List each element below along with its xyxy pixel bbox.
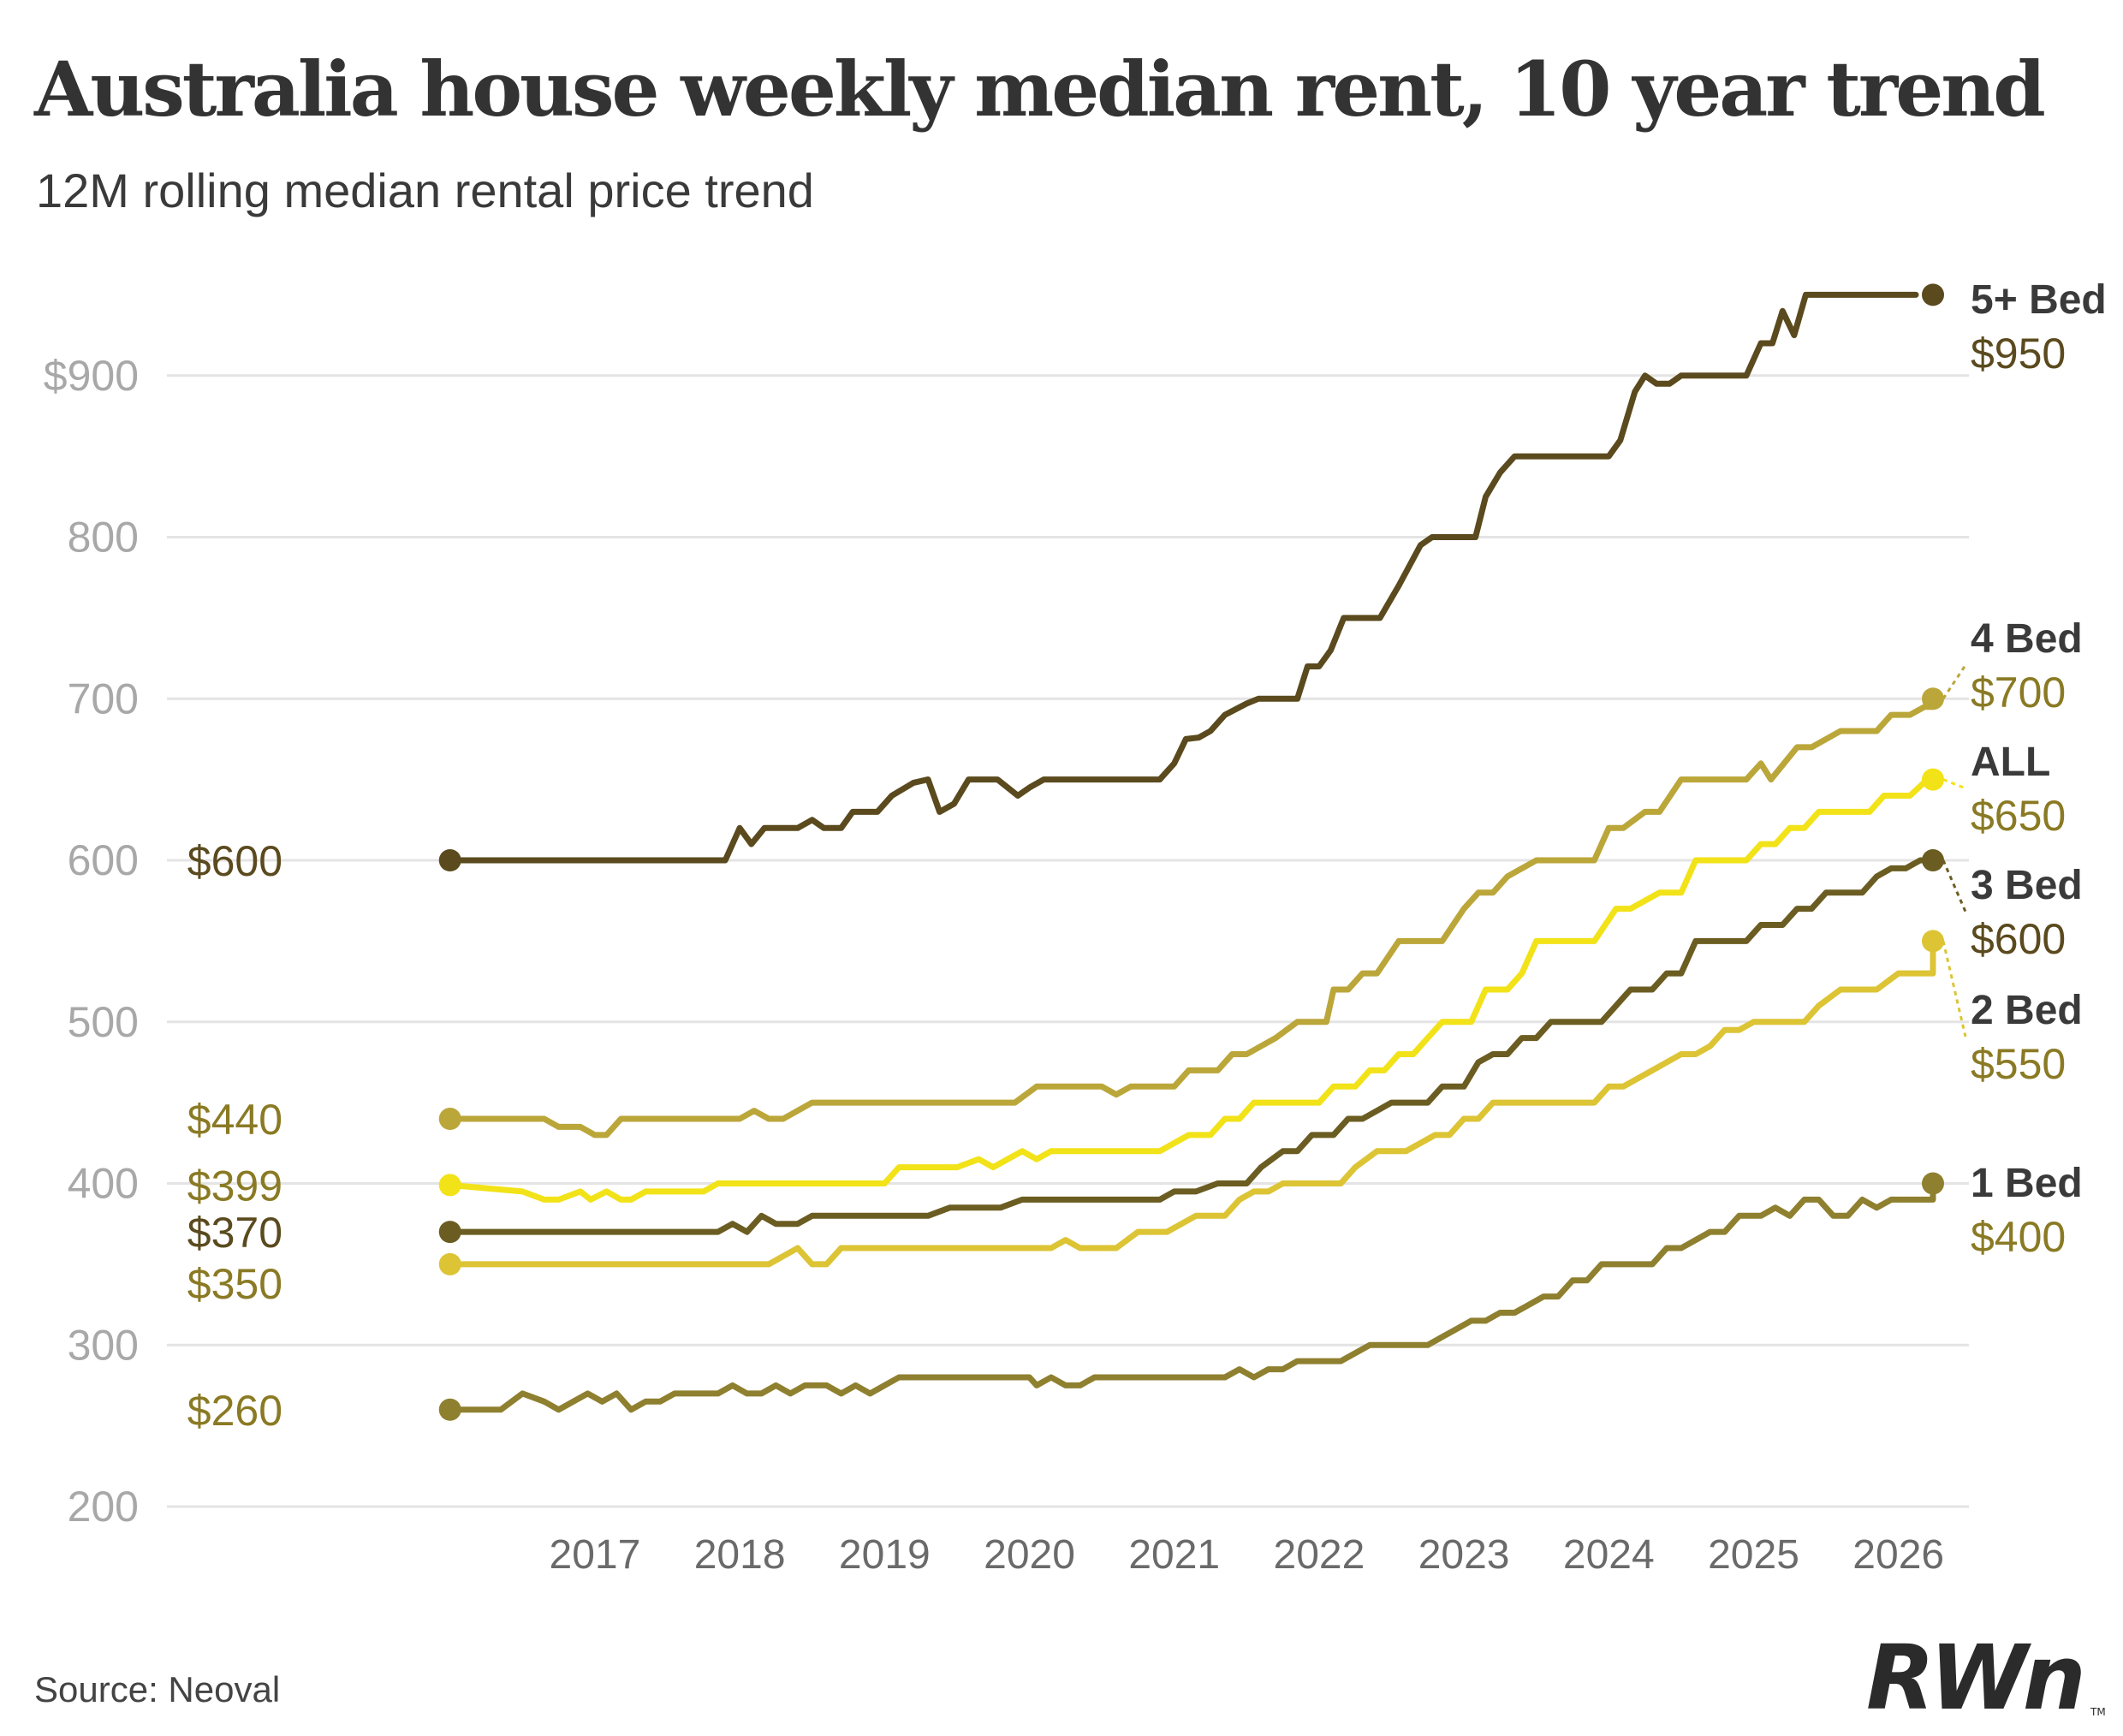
logo-trademark: TM xyxy=(2090,1706,2106,1718)
end-value-label-2-bed: $550 xyxy=(1971,1040,2066,1088)
start-value-label-4-bed: $440 xyxy=(187,1096,282,1144)
start-marker-4-bed xyxy=(438,1108,461,1130)
end-value-label-4-bed: $700 xyxy=(1971,669,2066,716)
x-tick-label: 2024 xyxy=(1563,1532,1655,1578)
series-name-5-bed: 5+ Bed xyxy=(1971,277,2107,323)
x-tick-label: 2025 xyxy=(1708,1532,1799,1578)
series-line-all xyxy=(447,776,1936,1203)
chart-title: Australia house weekly median rent, 10 y… xyxy=(34,45,2046,134)
source-note: Source: Neoval xyxy=(34,1669,281,1709)
start-value-label-all: $399 xyxy=(187,1162,282,1210)
y-tick-label: 600 xyxy=(68,836,139,884)
x-tick-label: 2026 xyxy=(1852,1532,1944,1578)
start-marker-5-bed xyxy=(438,849,461,871)
y-tick-label: 400 xyxy=(68,1160,139,1208)
start-marker-all xyxy=(438,1174,461,1197)
x-tick-label: 2017 xyxy=(550,1532,641,1578)
start-value-label-5-bed: $600 xyxy=(187,837,282,885)
y-axis-ticks: $900 800 700 600 500 400 300 200 xyxy=(44,352,139,1531)
y-tick-label: 200 xyxy=(68,1483,139,1531)
rwn-logo: RWn TM xyxy=(1866,1626,2106,1721)
start-marker-2-bed xyxy=(438,1252,461,1275)
end-marker-all xyxy=(1922,768,1944,791)
y-tick-label: 800 xyxy=(68,514,139,562)
end-value-label-5-bed: $950 xyxy=(1971,330,2066,378)
series-lines xyxy=(438,283,1944,1421)
series-name-2-bed: 2 Bed xyxy=(1971,988,2083,1033)
end-value-label-1-bed: $400 xyxy=(1971,1213,2066,1261)
end-marker-2-bed xyxy=(1922,930,1944,953)
grid-lines xyxy=(167,374,1969,1508)
start-marker-3-bed xyxy=(438,1221,461,1244)
series-line-5-bed xyxy=(447,291,1919,864)
series-name-4-bed: 4 Bed xyxy=(1971,616,2083,662)
end-marker-3-bed xyxy=(1922,849,1944,871)
start-value-label-3-bed: $370 xyxy=(187,1209,282,1257)
y-tick-label: 700 xyxy=(68,675,139,722)
y-tick-label: $900 xyxy=(44,352,139,400)
svg-text:RWn: RWn xyxy=(1866,1626,2081,1721)
x-tick-label: 2020 xyxy=(984,1532,1075,1578)
leader-line-all xyxy=(1942,778,1966,790)
end-marker-1-bed xyxy=(1922,1172,1944,1195)
end-value-label-3-bed: $600 xyxy=(1971,915,2066,963)
series-name-3-bed: 3 Bed xyxy=(1971,863,2083,908)
x-tick-label: 2023 xyxy=(1418,1532,1510,1578)
end-value-label-all: $650 xyxy=(1971,792,2066,840)
series-line-2-bed xyxy=(447,937,1936,1268)
start-value-label-2-bed: $350 xyxy=(187,1260,282,1308)
series-name-1-bed: 1 Bed xyxy=(1971,1161,2083,1206)
y-tick-label: 300 xyxy=(68,1321,139,1369)
x-tick-label: 2019 xyxy=(839,1532,931,1578)
series-name-all: ALL xyxy=(1971,740,2050,785)
x-tick-label: 2018 xyxy=(694,1532,786,1578)
end-marker-5-bed xyxy=(1922,283,1944,306)
series-line-3-bed xyxy=(447,857,1936,1235)
series-line-1-bed xyxy=(447,1180,1936,1413)
x-tick-label: 2022 xyxy=(1274,1532,1365,1578)
leader-line-3-bed xyxy=(1942,859,1967,913)
end-marker-4-bed xyxy=(1922,687,1944,710)
series-line-4-bed xyxy=(447,695,1936,1139)
x-axis-ticks: 2017 2018 2019 2020 2021 2022 2023 2024 2025 2026 xyxy=(550,1532,1945,1578)
logo-text: RWn xyxy=(1866,1626,2081,1721)
series-labels: $600 5+ Bed $950 $440 4 Bed $700 $399 ALL $650 $3… xyxy=(187,277,2107,1435)
start-value-label-1-bed: $260 xyxy=(187,1387,282,1435)
start-marker-1-bed xyxy=(438,1398,461,1421)
y-tick-label: 500 xyxy=(68,998,139,1046)
x-tick-label: 2021 xyxy=(1128,1532,1220,1578)
chart-subtitle: 12M rolling median rental price trend xyxy=(36,163,814,217)
leader-line-4-bed xyxy=(1942,664,1967,700)
